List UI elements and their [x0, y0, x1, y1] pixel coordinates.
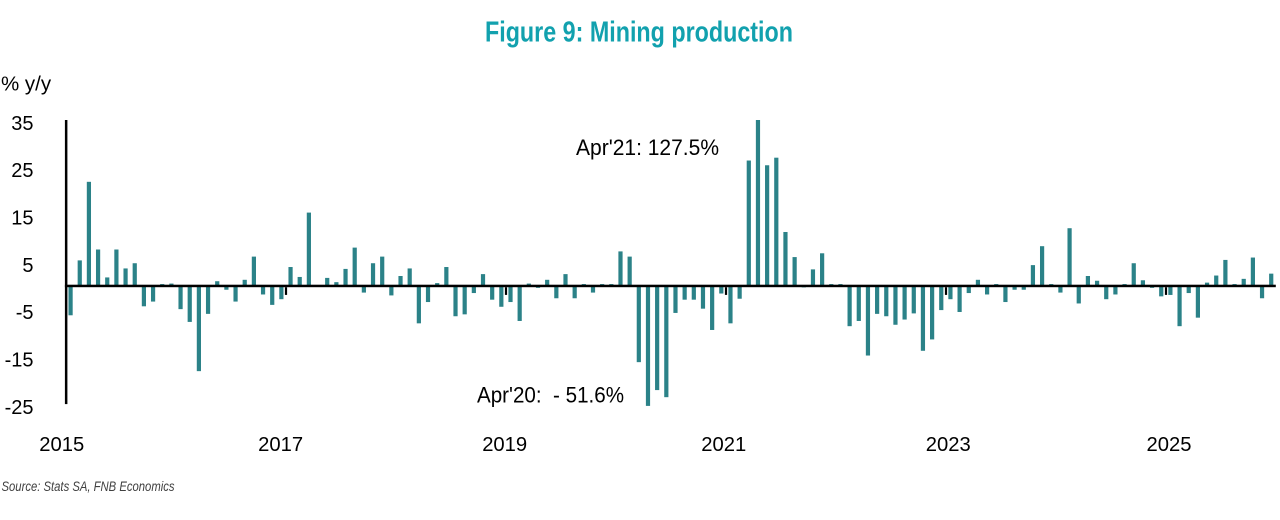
svg-text:25: 25 — [11, 160, 33, 182]
svg-text:2021: 2021 — [701, 433, 746, 456]
svg-text:2015: 2015 — [39, 433, 84, 456]
svg-text:Figure 9: Mining production: Figure 9: Mining production — [485, 16, 793, 48]
svg-text:2019: 2019 — [482, 433, 527, 456]
svg-text:35: 35 — [11, 113, 33, 135]
svg-text:% y/y: % y/y — [1, 73, 52, 96]
svg-text:2023: 2023 — [926, 433, 971, 456]
svg-text:15: 15 — [11, 208, 33, 230]
svg-text:-25: -25 — [5, 397, 34, 419]
svg-text:-15: -15 — [5, 350, 34, 372]
svg-text:Apr'21: 127.5%: Apr'21: 127.5% — [576, 135, 719, 160]
svg-text:2017: 2017 — [258, 433, 303, 456]
svg-text:5: 5 — [22, 255, 33, 277]
svg-text:-5: -5 — [16, 302, 34, 324]
svg-text:2025: 2025 — [1147, 433, 1192, 456]
svg-text:Source: Stats SA, FNB Economic: Source: Stats SA, FNB Economics — [2, 479, 175, 494]
svg-text:Apr'20: - 51.6%: Apr'20: - 51.6% — [477, 383, 624, 408]
